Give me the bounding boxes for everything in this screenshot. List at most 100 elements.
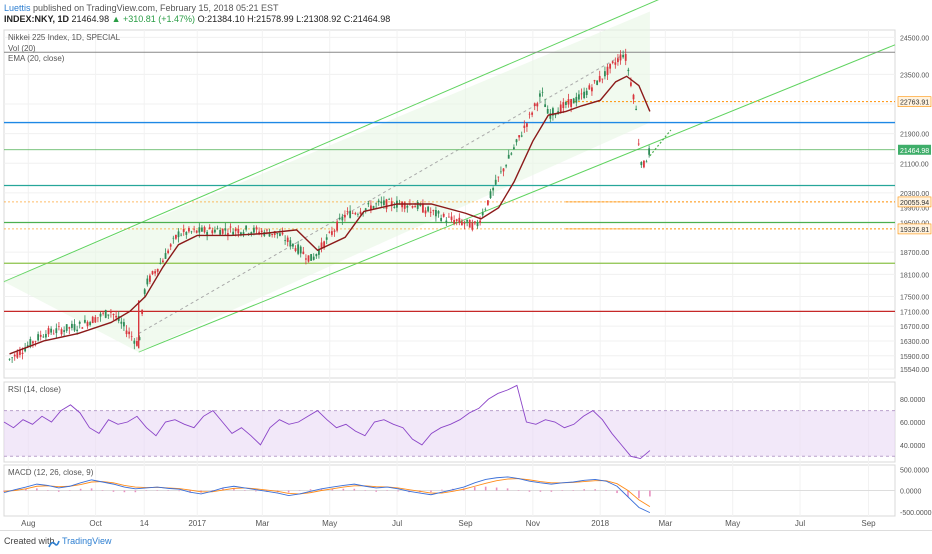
- price-level-label: 21464.98: [900, 148, 929, 155]
- candle-body: [622, 54, 625, 58]
- tradingview-link[interactable]: TradingView: [62, 536, 112, 546]
- candle-body: [112, 314, 115, 316]
- candle-body: [169, 244, 172, 247]
- candle-body: [255, 227, 258, 230]
- candle-body: [221, 228, 224, 234]
- candle-body: [536, 103, 539, 107]
- candle-body: [461, 221, 463, 225]
- candle-body: [562, 102, 565, 109]
- candle-body: [596, 80, 599, 85]
- y-tick-label: 18700.00: [900, 250, 929, 257]
- x-tick-label: Oct: [89, 519, 102, 528]
- candle-body: [643, 160, 645, 168]
- x-tick-label: May: [725, 519, 740, 528]
- candle-body: [364, 208, 367, 211]
- candle-body: [630, 82, 632, 86]
- candle-body: [526, 123, 528, 127]
- candle-body: [76, 329, 79, 331]
- candle-body: [338, 217, 341, 220]
- candle-body: [588, 85, 591, 90]
- candle-body: [107, 314, 110, 316]
- candle-body: [507, 154, 510, 159]
- x-tick-label: 2018: [591, 519, 609, 528]
- macd-hist-bar: [364, 490, 367, 491]
- candle-body: [539, 93, 541, 97]
- candle-body: [151, 271, 154, 275]
- candle-body: [388, 199, 391, 200]
- macd-hist-bar: [57, 490, 60, 492]
- macd-hist-bar: [342, 488, 345, 491]
- macd-hist-bar: [473, 487, 476, 491]
- candle-body: [224, 228, 227, 231]
- symbol-line: INDEX:NKY, 1D 21464.98 ▲ +310.81 (+1.47%…: [4, 14, 390, 24]
- y-tick-label: 19900.00: [900, 206, 929, 213]
- macd-tick-label: 500.0000: [900, 467, 929, 474]
- candle-body: [130, 336, 133, 337]
- candle-body: [65, 324, 68, 331]
- x-tick-label: Mar: [255, 519, 269, 528]
- author-link[interactable]: Luettis: [4, 3, 31, 13]
- candle-body: [84, 319, 86, 323]
- macd-hist-bar: [134, 490, 137, 493]
- footer: Created with TradingView: [0, 530, 932, 551]
- candle-body: [624, 54, 627, 61]
- macd-hist-bar: [68, 490, 71, 491]
- candle-body: [307, 255, 310, 262]
- candle-body: [502, 168, 505, 172]
- candle-body: [180, 234, 183, 236]
- candle-body: [552, 108, 554, 116]
- candle-body: [328, 231, 331, 233]
- candle-body: [567, 99, 570, 105]
- candle-body: [86, 321, 89, 327]
- candle-body: [635, 108, 638, 110]
- macd-hist-bar: [36, 488, 38, 491]
- candle-body: [559, 104, 562, 113]
- candle-body: [232, 231, 235, 235]
- price-change: ▲ +310.81 (+1.47%): [111, 14, 196, 24]
- candle-body: [281, 232, 284, 235]
- macd-hist-bar: [25, 488, 27, 491]
- macd-hist-bar: [353, 488, 356, 491]
- candle-body: [416, 201, 419, 209]
- candle-body: [440, 217, 443, 221]
- candle-body: [193, 228, 196, 230]
- y-tick-label: 24500.00: [900, 35, 929, 42]
- chart-svg[interactable]: Aug Oct 14 2017 Mar May Jul Sep Nov 2018 Mar May Jul…: [0, 0, 932, 530]
- candle-body: [609, 63, 612, 69]
- candle-body: [354, 213, 357, 215]
- candle-body: [541, 91, 544, 93]
- rsi-line: [3, 384, 651, 460]
- candle-body: [505, 165, 508, 167]
- macd-tick-label: 0.0000: [900, 489, 922, 496]
- candle-body: [357, 214, 359, 215]
- y-tick-label: 16300.00: [900, 339, 929, 346]
- candle-body: [104, 310, 107, 318]
- candle-body: [273, 231, 276, 235]
- x-tick-label: Sep: [458, 519, 473, 528]
- tradingview-logo-icon: [48, 536, 60, 554]
- macd-hist-bar: [244, 490, 246, 491]
- macd-hist-bar: [211, 490, 213, 491]
- candle-body: [445, 220, 448, 223]
- macd-line: [3, 476, 651, 514]
- x-tick-label: 2017: [188, 519, 206, 528]
- y-tick-label: 23500.00: [900, 72, 929, 79]
- macd-hist-bar: [254, 490, 257, 492]
- candle-body: [372, 206, 375, 209]
- candle-body: [11, 357, 14, 359]
- candle-body: [240, 232, 242, 235]
- x-tick-label: 14: [140, 519, 149, 528]
- candle-body: [341, 216, 344, 221]
- candle-body: [549, 113, 552, 119]
- candle-body: [26, 345, 29, 347]
- candle-body: [219, 230, 222, 235]
- candle-body: [419, 203, 422, 206]
- candle-body: [487, 200, 489, 205]
- channel-median: [138, 55, 622, 335]
- candle-body: [115, 315, 118, 318]
- candle-body: [37, 334, 40, 341]
- candle-body: [453, 220, 456, 224]
- candle-body: [206, 231, 209, 235]
- price-label-box: [898, 144, 931, 155]
- candle-body: [632, 94, 635, 100]
